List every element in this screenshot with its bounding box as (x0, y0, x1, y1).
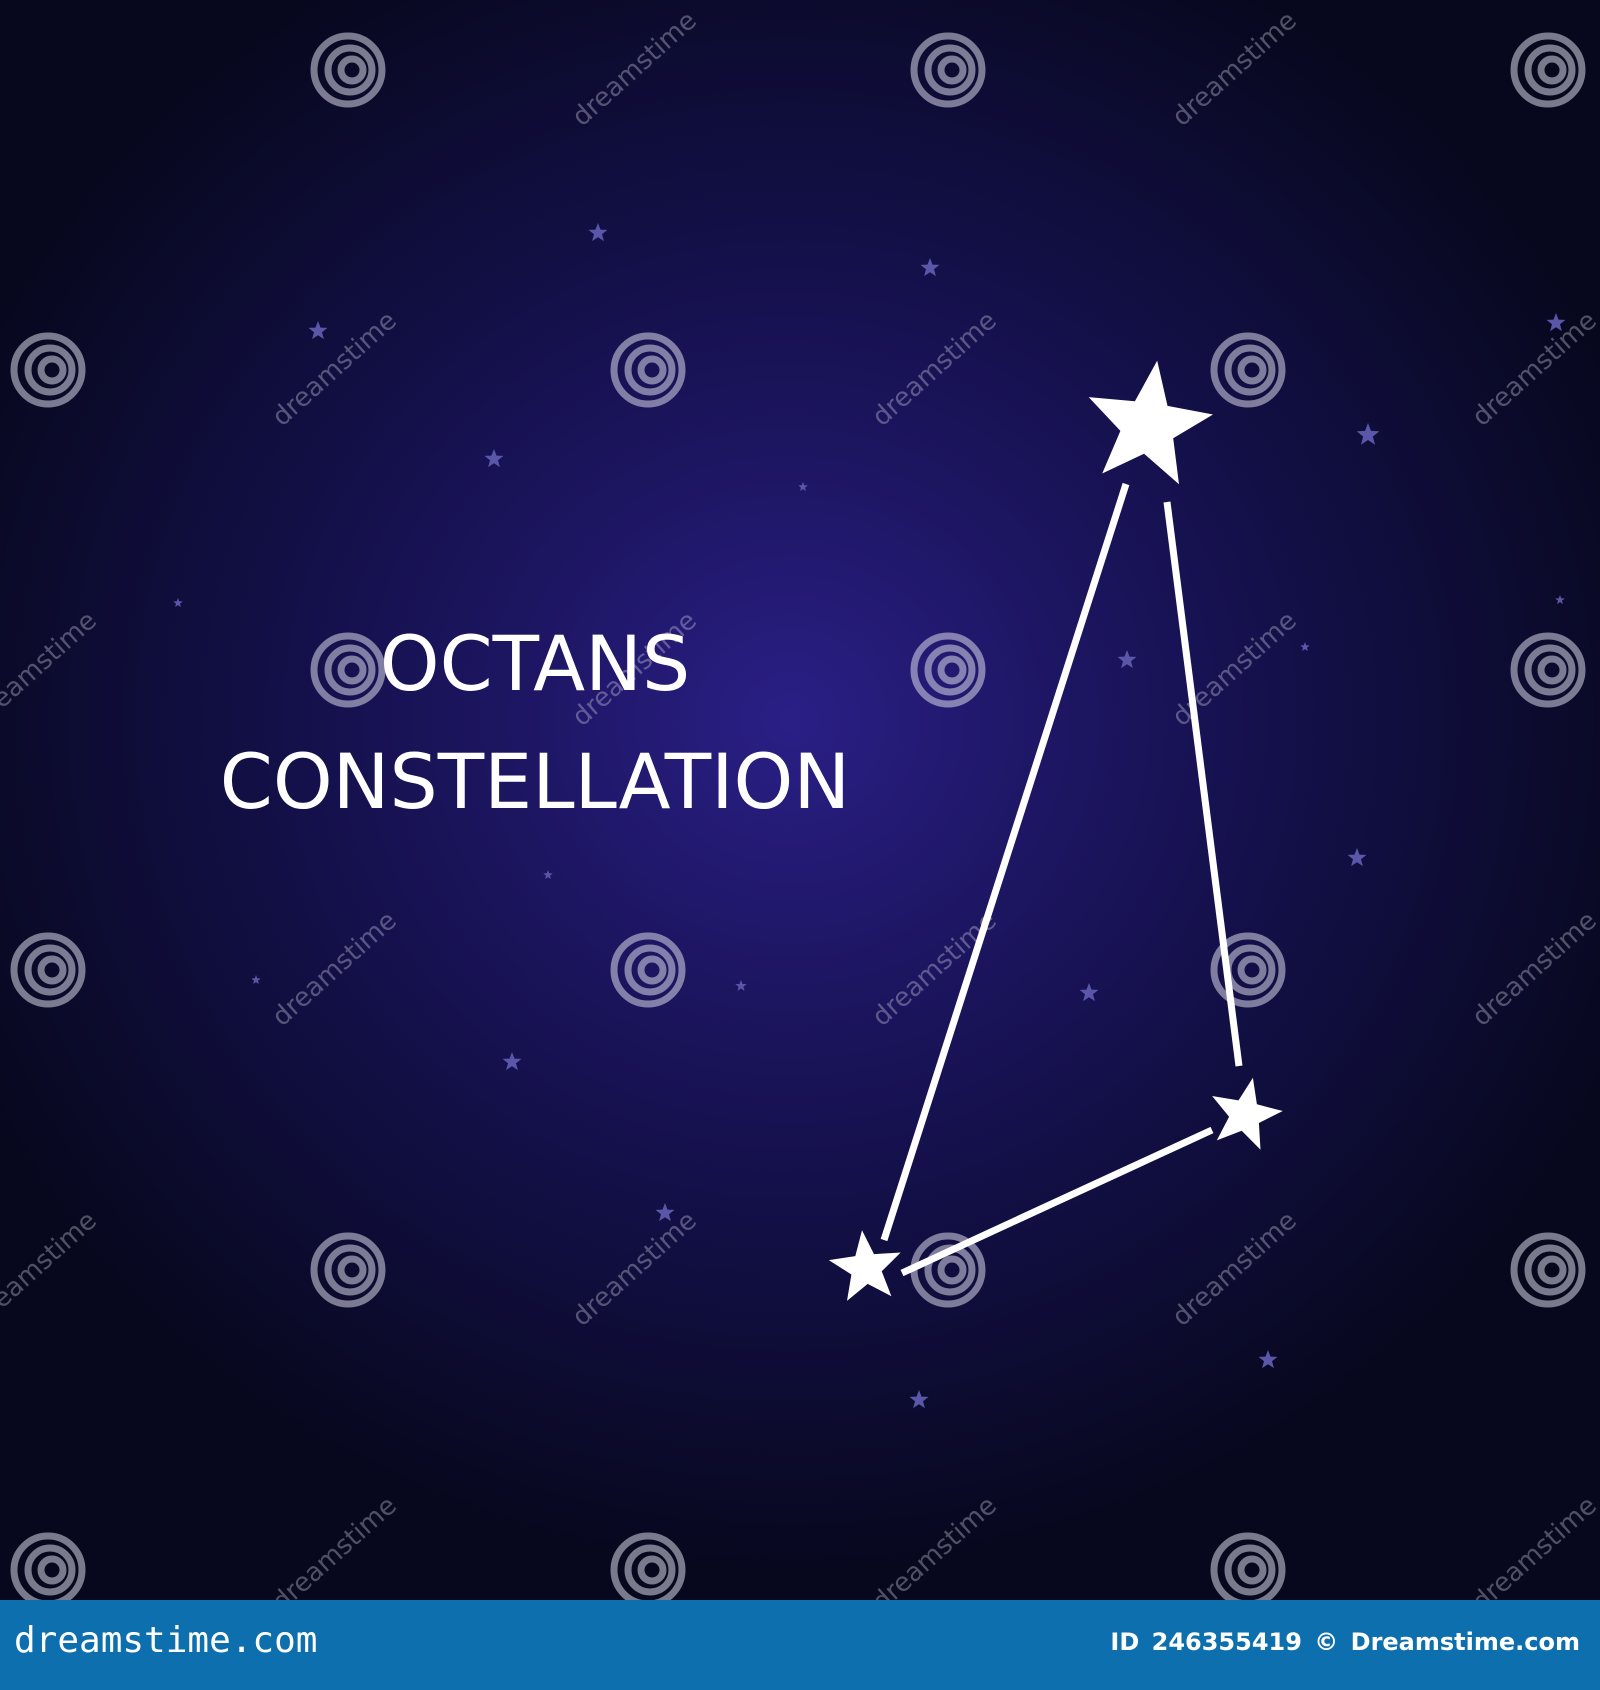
spiral-logo-icon (310, 1232, 386, 1308)
constellation-line-top-to-right (1163, 501, 1243, 1067)
watermark-text: dreamstime (867, 306, 1003, 433)
spiral-logo-icon (1510, 1232, 1586, 1308)
watermark-text: dreamstime (1467, 906, 1600, 1033)
faint-star (308, 321, 328, 340)
faint-star (920, 258, 940, 277)
stock-footer-bar: dreamstime.com ID 246355419 © Dreamstime… (0, 1600, 1600, 1690)
watermark-text: dreamstime (1467, 1491, 1600, 1600)
faint-star (251, 975, 261, 984)
spiral-logo-icon (310, 632, 386, 708)
faint-star (1356, 423, 1380, 445)
footer-brand: Dreamstime.com (1350, 1628, 1580, 1656)
watermark-text: dreamstime (267, 306, 403, 433)
title-line-octans: OCTANS (379, 619, 691, 708)
spiral-logo-icon (1510, 32, 1586, 108)
watermark-text: dreamstime (1167, 6, 1303, 133)
footer-id-value: 246355419 (1151, 1628, 1302, 1656)
spiral-logo-icon (10, 332, 86, 408)
footer-id-credit: ID 246355419 © Dreamstime.com (1106, 1628, 1580, 1656)
constellation-illustration: dreamstime dreamstime dreamstime dreamstime… (0, 0, 1600, 1600)
octans-constellation (828, 360, 1283, 1301)
spiral-logo-icon (610, 932, 686, 1008)
constellation-star-top (1088, 360, 1213, 485)
watermark-text: dreamstime (867, 1491, 1003, 1600)
faint-star (1347, 848, 1367, 867)
watermark-text: dreamstime (567, 6, 703, 133)
faint-star (1300, 642, 1310, 651)
faint-star (798, 482, 808, 491)
faint-star (588, 223, 608, 242)
title-line-constellation: CONSTELLATION (219, 737, 851, 826)
faint-star (1555, 595, 1565, 604)
watermark-text: dreamstime (1167, 1206, 1303, 1333)
faint-star (543, 870, 553, 879)
footer-id-label: ID (1110, 1628, 1140, 1656)
spiral-logo-icon (910, 32, 986, 108)
spiral-logo-icon (910, 632, 986, 708)
watermark-text: dreamstime (1467, 306, 1600, 433)
constellation-line-top-to-bottom-left (880, 482, 1130, 1242)
footer-site-name: dreamstime.com (14, 1620, 318, 1661)
spiral-logo-icon (10, 932, 86, 1008)
faint-star (1546, 313, 1566, 332)
watermark-text: dreamstime (0, 1206, 103, 1333)
spiral-logo-icon (1510, 632, 1586, 708)
constellation-star-bottom-left (828, 1230, 901, 1301)
spiral-logo-icon (610, 1532, 686, 1600)
faint-star (1258, 1350, 1278, 1369)
spiral-logo-icon (1210, 332, 1286, 408)
watermark-text: dreamstime (267, 906, 403, 1033)
faint-star (1117, 650, 1137, 669)
faint-star (655, 1203, 675, 1222)
constellation-star-right (1212, 1077, 1283, 1150)
illustration-canvas: dreamstime dreamstime dreamstime dreamstime… (0, 6, 1600, 1600)
watermark-text: dreamstime (267, 1491, 403, 1600)
constellation-line-right-to-bottom-left (900, 1126, 1214, 1277)
watermark-text: dreamstime (567, 1206, 703, 1333)
faint-star (735, 980, 747, 991)
spiral-logo-icon (310, 32, 386, 108)
spiral-logo-icon (10, 1532, 86, 1600)
spiral-logo-icon (1210, 1532, 1286, 1600)
spiral-logo-icon (610, 332, 686, 408)
faint-stars-group (173, 223, 1566, 1409)
faint-star (909, 1390, 929, 1409)
faint-star (173, 598, 183, 607)
spiral-logo-icon (910, 1232, 986, 1308)
faint-star (1079, 983, 1099, 1002)
copyright-icon: © (1314, 1628, 1339, 1656)
faint-star (502, 1052, 522, 1071)
faint-star (484, 449, 504, 468)
